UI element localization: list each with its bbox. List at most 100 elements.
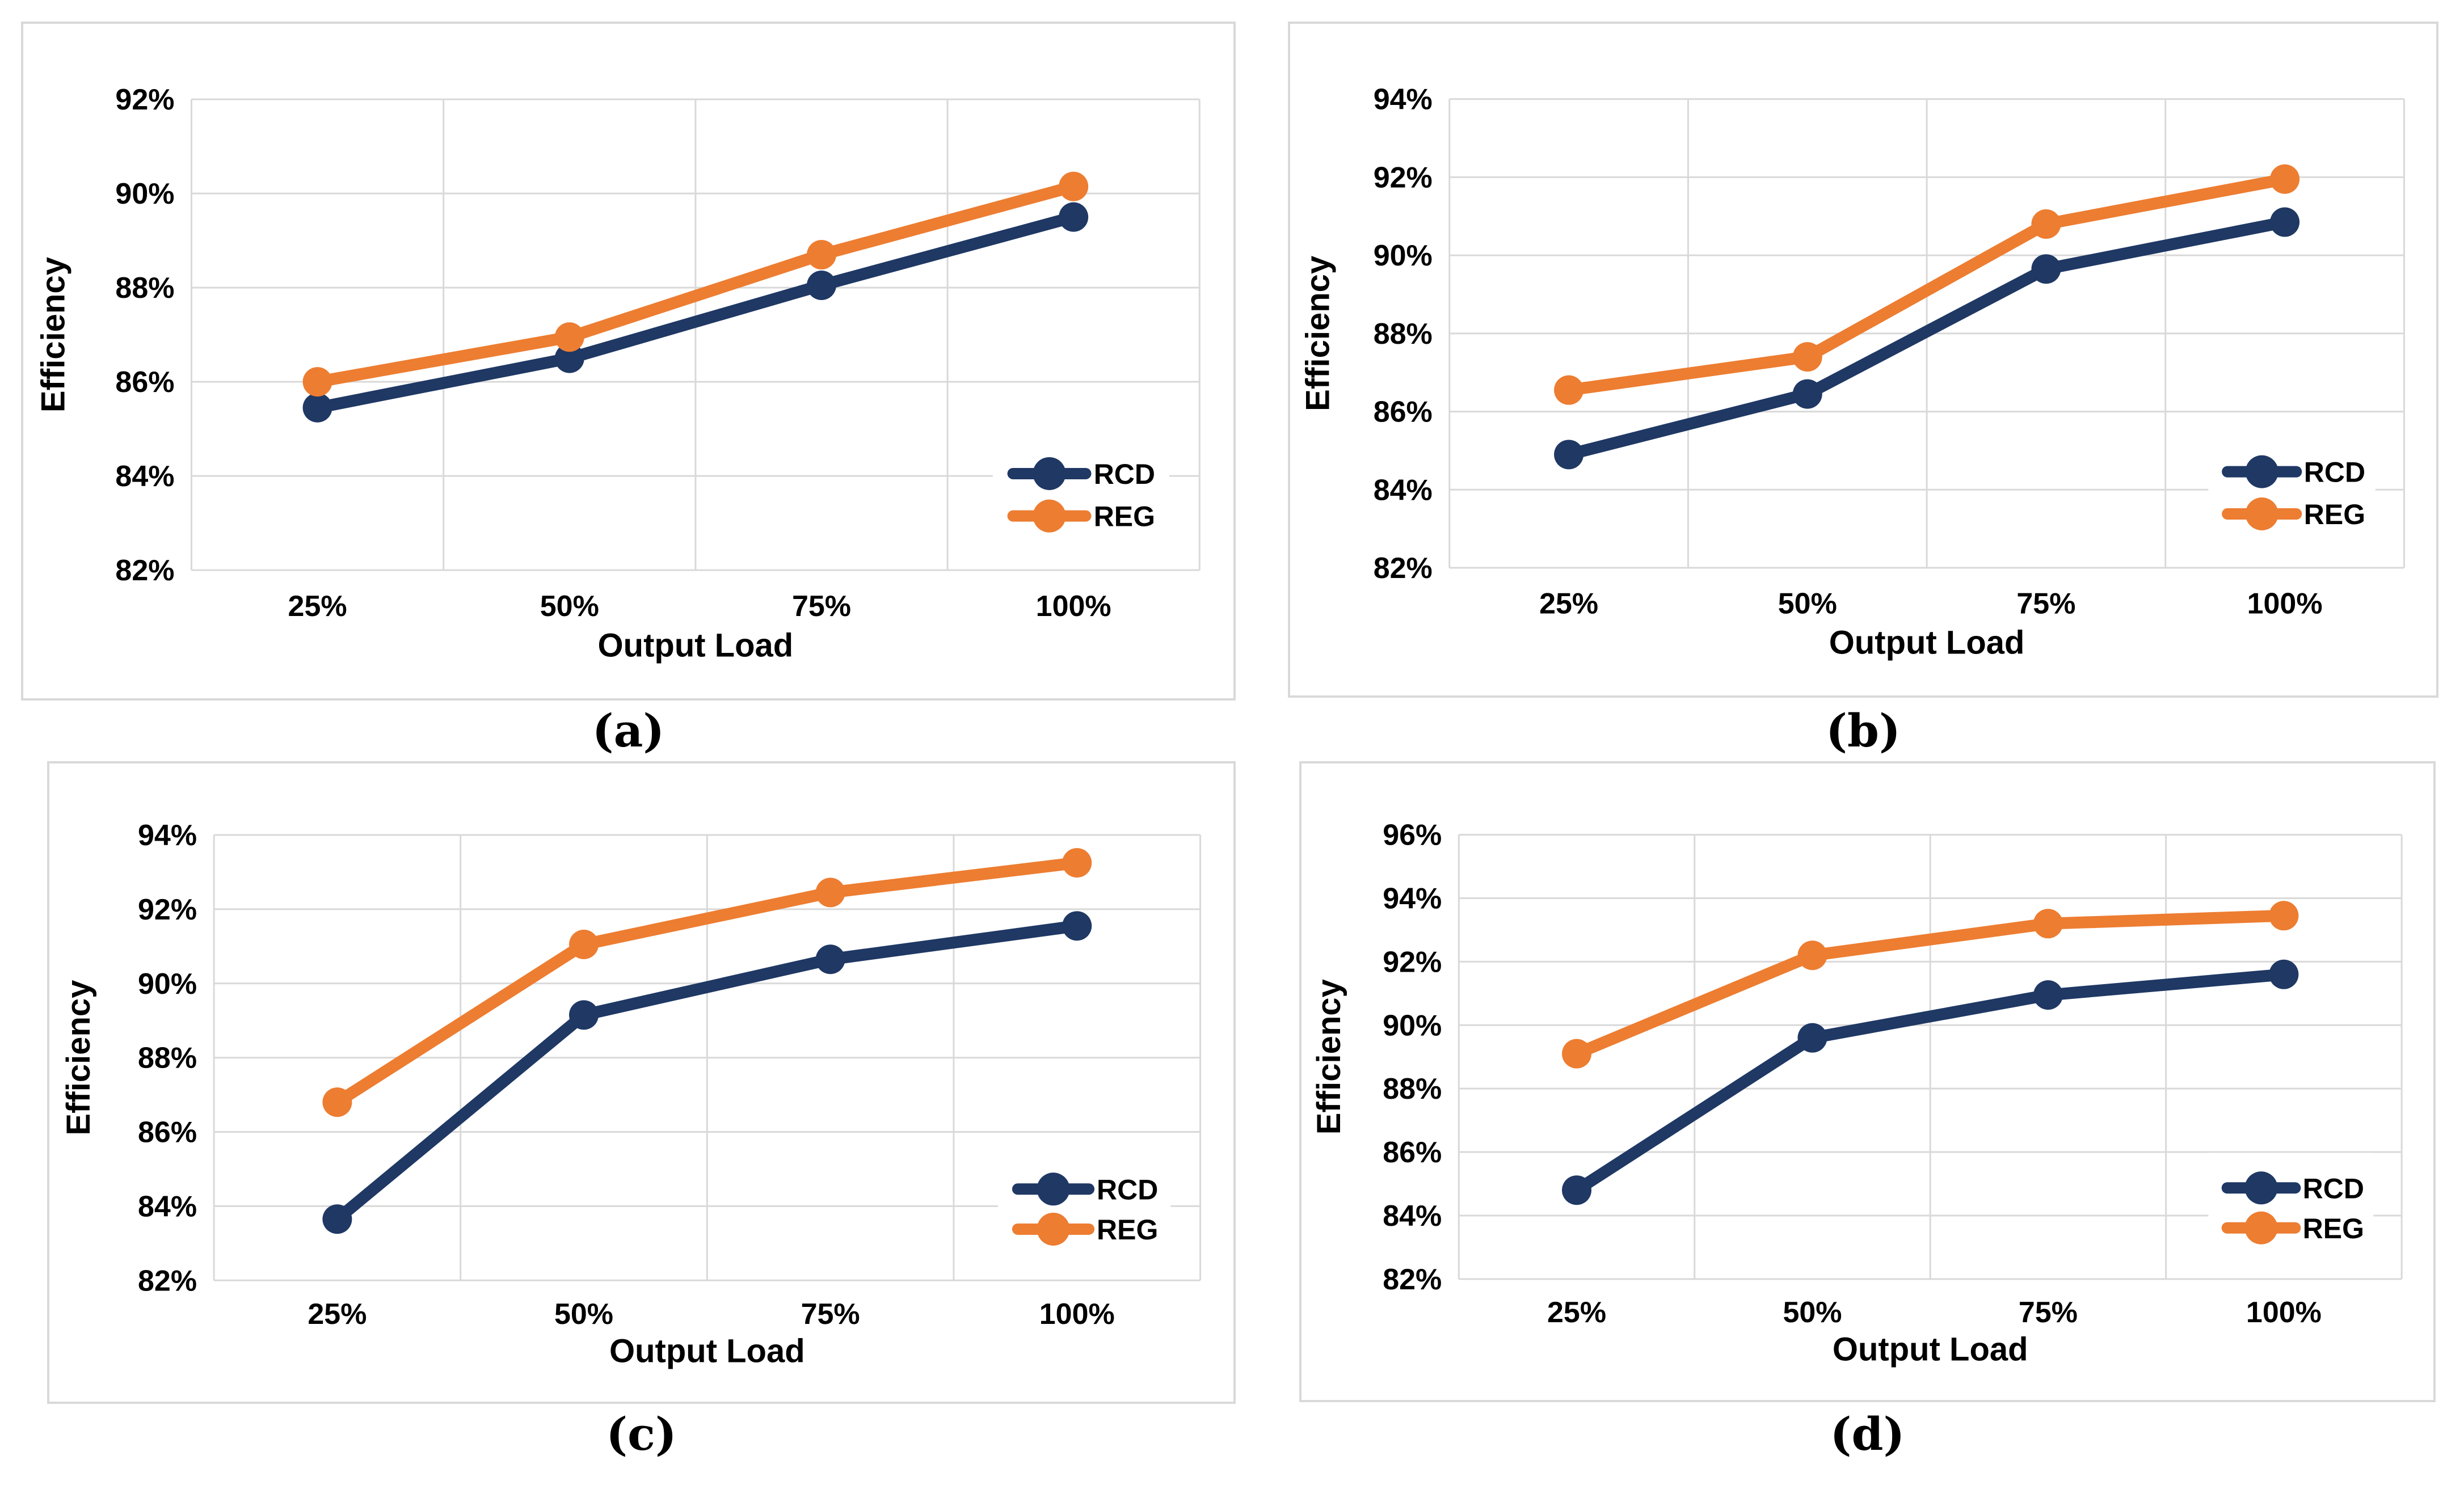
legend-label-rcd: RCD: [2304, 457, 2365, 488]
y-tick-label: 88%: [138, 1042, 197, 1075]
series-marker-rcd: [1562, 1175, 1592, 1205]
series-marker-rcd: [806, 270, 836, 300]
y-tick-label: 94%: [138, 819, 197, 852]
series-marker-reg: [1792, 342, 1822, 372]
series-line-rcd: [311, 211, 1080, 414]
x-axis-tick-labels: 25% 50% 75% 100%: [288, 590, 1111, 623]
legend-marker-reg: [1033, 499, 1066, 533]
y-tick-label: 92%: [138, 893, 197, 926]
y-axis-tick-labels: 82% 84% 86% 88% 90% 92% 94%: [138, 819, 197, 1297]
y-tick-label: 84%: [115, 460, 174, 493]
efficiency-chart-b: 82% 84% 86% 88% 90% 92% 94% 25% 50% 75% 100% Output…: [1300, 83, 2405, 661]
series-marker-rcd: [2033, 980, 2063, 1010]
subplot-label-c: (c): [606, 1407, 677, 1461]
legend: RCD REG: [2208, 436, 2375, 550]
legend-label-reg: REG: [2304, 499, 2365, 530]
series-line-reg: [311, 180, 1080, 388]
legend-label-rcd: RCD: [2303, 1172, 2364, 1204]
x-axis-title: Output Load: [1829, 625, 2025, 661]
subplot-label-a: (a): [592, 704, 665, 757]
series-marker-reg: [1797, 940, 1827, 971]
series-marker-reg: [2269, 901, 2299, 931]
series-marker-reg: [1059, 171, 1089, 201]
x-axis-tick-labels: 25% 50% 75% 100%: [1539, 588, 2323, 621]
series-marker-reg: [2270, 164, 2300, 194]
series-marker-reg: [302, 367, 332, 397]
x-tick-label: 100%: [2246, 1296, 2322, 1329]
series-marker-rcd: [554, 343, 584, 373]
chart-panel-a: 82% 84% 86% 88% 90% 92% 25% 50% 75% 100% Output Lo…: [21, 22, 1236, 701]
x-axis-title: Output Load: [609, 1332, 805, 1369]
y-axis-tick-labels: 82% 84% 86% 88% 90% 92%: [115, 83, 174, 587]
y-tick-label: 92%: [1383, 946, 1442, 978]
series-marker-rcd: [569, 1000, 599, 1030]
y-tick-label: 90%: [1383, 1009, 1442, 1042]
x-tick-label: 50%: [540, 590, 599, 623]
legend-marker-rcd: [1037, 1172, 1070, 1206]
legend-label-rcd: RCD: [1094, 458, 1155, 490]
y-tick-label: 82%: [1383, 1263, 1442, 1296]
y-tick-label: 88%: [1383, 1073, 1442, 1106]
legend: RCD REG: [998, 1154, 1171, 1264]
x-tick-label: 75%: [801, 1298, 860, 1331]
series-marker-rcd: [302, 393, 332, 423]
x-axis-tick-labels: 25% 50% 75% 100%: [308, 1298, 1114, 1331]
x-tick-label: 100%: [1039, 1298, 1115, 1331]
series-marker-rcd: [2031, 254, 2061, 284]
y-tick-label: 90%: [1374, 239, 1433, 272]
series-marker-rcd: [1797, 1023, 1827, 1053]
legend-background: [2208, 436, 2375, 550]
legend: RCD REG: [2208, 1153, 2374, 1263]
series-marker-rcd: [1062, 911, 1092, 941]
series-marker-reg: [554, 322, 584, 352]
y-axis-title: Efficiency: [1300, 256, 1337, 411]
legend-marker-rcd: [1033, 457, 1066, 490]
y-tick-label: 82%: [1374, 552, 1433, 585]
series-marker-rcd: [815, 944, 845, 974]
series-marker-reg: [1562, 1039, 1592, 1069]
series-marker-reg: [2033, 909, 2063, 939]
y-axis-tick-labels: 82% 84% 86% 88% 90% 92% 94% 96%: [1383, 819, 1442, 1296]
chart-panel-b: 82% 84% 86% 88% 90% 92% 94% 25% 50% 75% 100% Output…: [1288, 22, 2438, 698]
series-marker-rcd: [322, 1204, 352, 1234]
y-tick-label: 88%: [1374, 318, 1433, 351]
efficiency-chart-d: 82% 84% 86% 88% 90% 92% 94% 96% 25% 50% 75% 100% Out…: [1311, 819, 2403, 1368]
legend-marker-rcd: [2244, 1171, 2278, 1205]
y-tick-label: 84%: [138, 1190, 197, 1223]
x-axis-title: Output Load: [1833, 1331, 2028, 1368]
series-marker-reg: [1554, 375, 1584, 405]
legend-label-reg: REG: [1097, 1214, 1158, 1246]
y-tick-label: 92%: [1374, 161, 1433, 194]
series-line-reg: [331, 857, 1083, 1108]
x-tick-label: 25%: [308, 1298, 367, 1331]
series-marker-rcd: [1554, 440, 1584, 470]
series-line-reg: [1570, 909, 2290, 1060]
x-tick-label: 75%: [792, 590, 851, 623]
y-tick-label: 94%: [1374, 83, 1433, 116]
series-marker-reg: [1062, 848, 1092, 878]
y-tick-label: 86%: [115, 366, 174, 399]
x-axis-title: Output Load: [598, 627, 794, 664]
series-marker-rcd: [2270, 207, 2300, 237]
series-line-rcd: [1570, 968, 2290, 1196]
y-tick-label: 90%: [115, 178, 174, 210]
chart-panel-c: 82% 84% 86% 88% 90% 92% 94% 25% 50% 75% 100% Output…: [47, 761, 1236, 1404]
x-tick-label: 50%: [1778, 588, 1837, 621]
legend-background: [993, 438, 1169, 551]
x-tick-label: 100%: [2247, 588, 2323, 621]
y-tick-label: 86%: [138, 1116, 197, 1149]
series-line-rcd: [1562, 216, 2291, 461]
y-tick-label: 90%: [138, 968, 197, 1001]
y-axis-title: Efficiency: [1311, 979, 1347, 1134]
efficiency-chart-a: 82% 84% 86% 88% 90% 92% 25% 50% 75% 100% Output Lo…: [35, 83, 1201, 664]
y-tick-label: 88%: [115, 272, 174, 305]
series-line-rcd: [331, 919, 1083, 1225]
subplot-label-b: (b): [1826, 704, 1901, 757]
series-marker-reg: [322, 1087, 352, 1117]
x-tick-label: 50%: [1783, 1296, 1842, 1329]
gridlines: [213, 834, 1202, 1281]
series-marker-reg: [2031, 209, 2061, 239]
series-marker-reg: [815, 878, 845, 908]
legend-marker-reg: [2244, 1211, 2278, 1244]
